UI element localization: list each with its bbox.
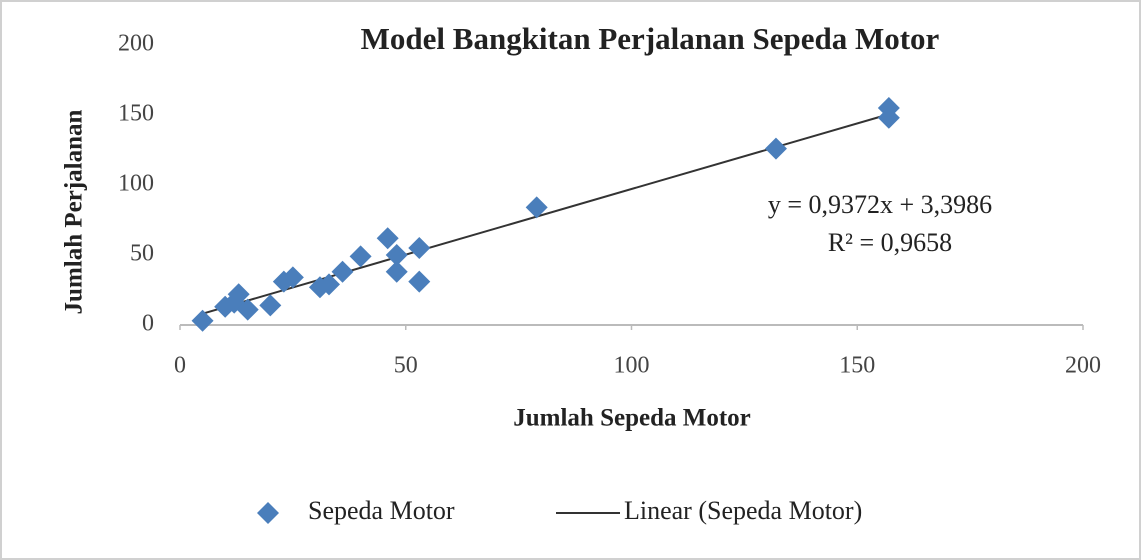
- point: [281, 266, 304, 289]
- point: [317, 273, 340, 296]
- chart-title: Model Bangkitan Perjalanan Sepeda Motor: [361, 21, 940, 56]
- x-axis-label: Jumlah Sepeda Motor: [513, 405, 751, 432]
- y-tick-label: 150: [118, 101, 154, 127]
- point: [236, 298, 259, 321]
- point: [385, 260, 408, 283]
- point: [408, 270, 431, 293]
- x-tick-label: 200: [1065, 353, 1101, 379]
- point: [227, 283, 250, 306]
- y-tick-label: 0: [142, 311, 154, 337]
- point: [385, 244, 408, 266]
- legend-label: Sepeda Motor: [308, 496, 455, 525]
- point: [877, 106, 900, 129]
- trendline-r2: R² = 0,9658: [828, 228, 952, 257]
- point: [764, 137, 787, 160]
- y-tick-label: 100: [118, 171, 154, 197]
- point: [259, 294, 282, 317]
- point: [191, 309, 214, 332]
- y-tick-label: 200: [118, 31, 154, 57]
- y-tick-label: 50: [130, 241, 154, 267]
- point: [525, 196, 548, 219]
- trendline-equation: y = 0,9372x + 3,3986: [768, 190, 992, 219]
- point: [331, 260, 354, 283]
- x-tick-label: 150: [839, 353, 875, 379]
- legend-label: Linear (Sepeda Motor): [624, 496, 862, 525]
- point: [408, 237, 431, 259]
- point: [349, 245, 372, 268]
- x-tick-label: 50: [394, 353, 418, 379]
- legend-marker: [257, 502, 279, 524]
- x-tick-label: 0: [174, 353, 186, 379]
- point: [376, 227, 399, 250]
- x-tick-label: 100: [614, 353, 650, 379]
- y-axis-label: Jumlah Perjalanan: [61, 109, 88, 314]
